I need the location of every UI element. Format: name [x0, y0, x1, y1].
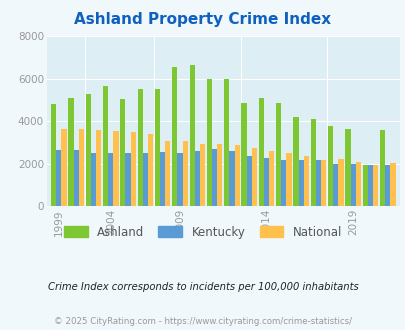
- Bar: [177, 152, 182, 206]
- Bar: [199, 144, 205, 206]
- Bar: [315, 160, 320, 206]
- Bar: [172, 67, 177, 206]
- Bar: [275, 103, 281, 206]
- Bar: [73, 150, 79, 206]
- Bar: [390, 163, 394, 206]
- Bar: [281, 160, 286, 206]
- Bar: [91, 153, 96, 206]
- Bar: [61, 129, 66, 206]
- Bar: [345, 129, 350, 206]
- Bar: [224, 79, 229, 206]
- Bar: [108, 153, 113, 206]
- Bar: [189, 65, 194, 206]
- Bar: [143, 153, 147, 206]
- Bar: [211, 149, 217, 206]
- Bar: [251, 148, 256, 206]
- Bar: [103, 86, 108, 206]
- Text: Crime Index corresponds to incidents per 100,000 inhabitants: Crime Index corresponds to incidents per…: [47, 282, 358, 292]
- Bar: [263, 158, 269, 206]
- Bar: [384, 165, 390, 206]
- Bar: [241, 103, 246, 206]
- Bar: [320, 160, 326, 206]
- Bar: [269, 151, 274, 206]
- Bar: [379, 130, 384, 206]
- Bar: [229, 151, 234, 206]
- Bar: [234, 145, 239, 206]
- Bar: [68, 98, 73, 206]
- Bar: [51, 104, 56, 206]
- Text: Ashland Property Crime Index: Ashland Property Crime Index: [74, 12, 331, 26]
- Bar: [327, 126, 333, 206]
- Bar: [137, 89, 143, 206]
- Bar: [85, 94, 91, 206]
- Bar: [367, 165, 372, 206]
- Bar: [56, 150, 61, 206]
- Bar: [206, 79, 211, 206]
- Bar: [338, 159, 343, 206]
- Bar: [182, 141, 188, 206]
- Bar: [333, 164, 338, 206]
- Bar: [372, 165, 377, 206]
- Bar: [125, 153, 130, 206]
- Bar: [130, 132, 136, 206]
- Bar: [160, 152, 165, 206]
- Bar: [258, 98, 263, 206]
- Bar: [350, 164, 355, 206]
- Bar: [217, 145, 222, 206]
- Bar: [79, 129, 84, 206]
- Bar: [155, 89, 160, 206]
- Bar: [362, 165, 367, 206]
- Bar: [298, 160, 303, 206]
- Bar: [194, 151, 199, 206]
- Bar: [310, 119, 315, 206]
- Text: © 2025 CityRating.com - https://www.cityrating.com/crime-statistics/: © 2025 CityRating.com - https://www.city…: [54, 317, 351, 326]
- Legend: Ashland, Kentucky, National: Ashland, Kentucky, National: [59, 221, 346, 243]
- Bar: [96, 130, 101, 206]
- Bar: [355, 162, 360, 206]
- Bar: [165, 141, 170, 206]
- Bar: [113, 131, 118, 206]
- Bar: [147, 134, 153, 206]
- Bar: [286, 153, 291, 206]
- Bar: [293, 116, 298, 206]
- Bar: [120, 99, 125, 206]
- Bar: [246, 156, 251, 206]
- Bar: [303, 156, 308, 206]
